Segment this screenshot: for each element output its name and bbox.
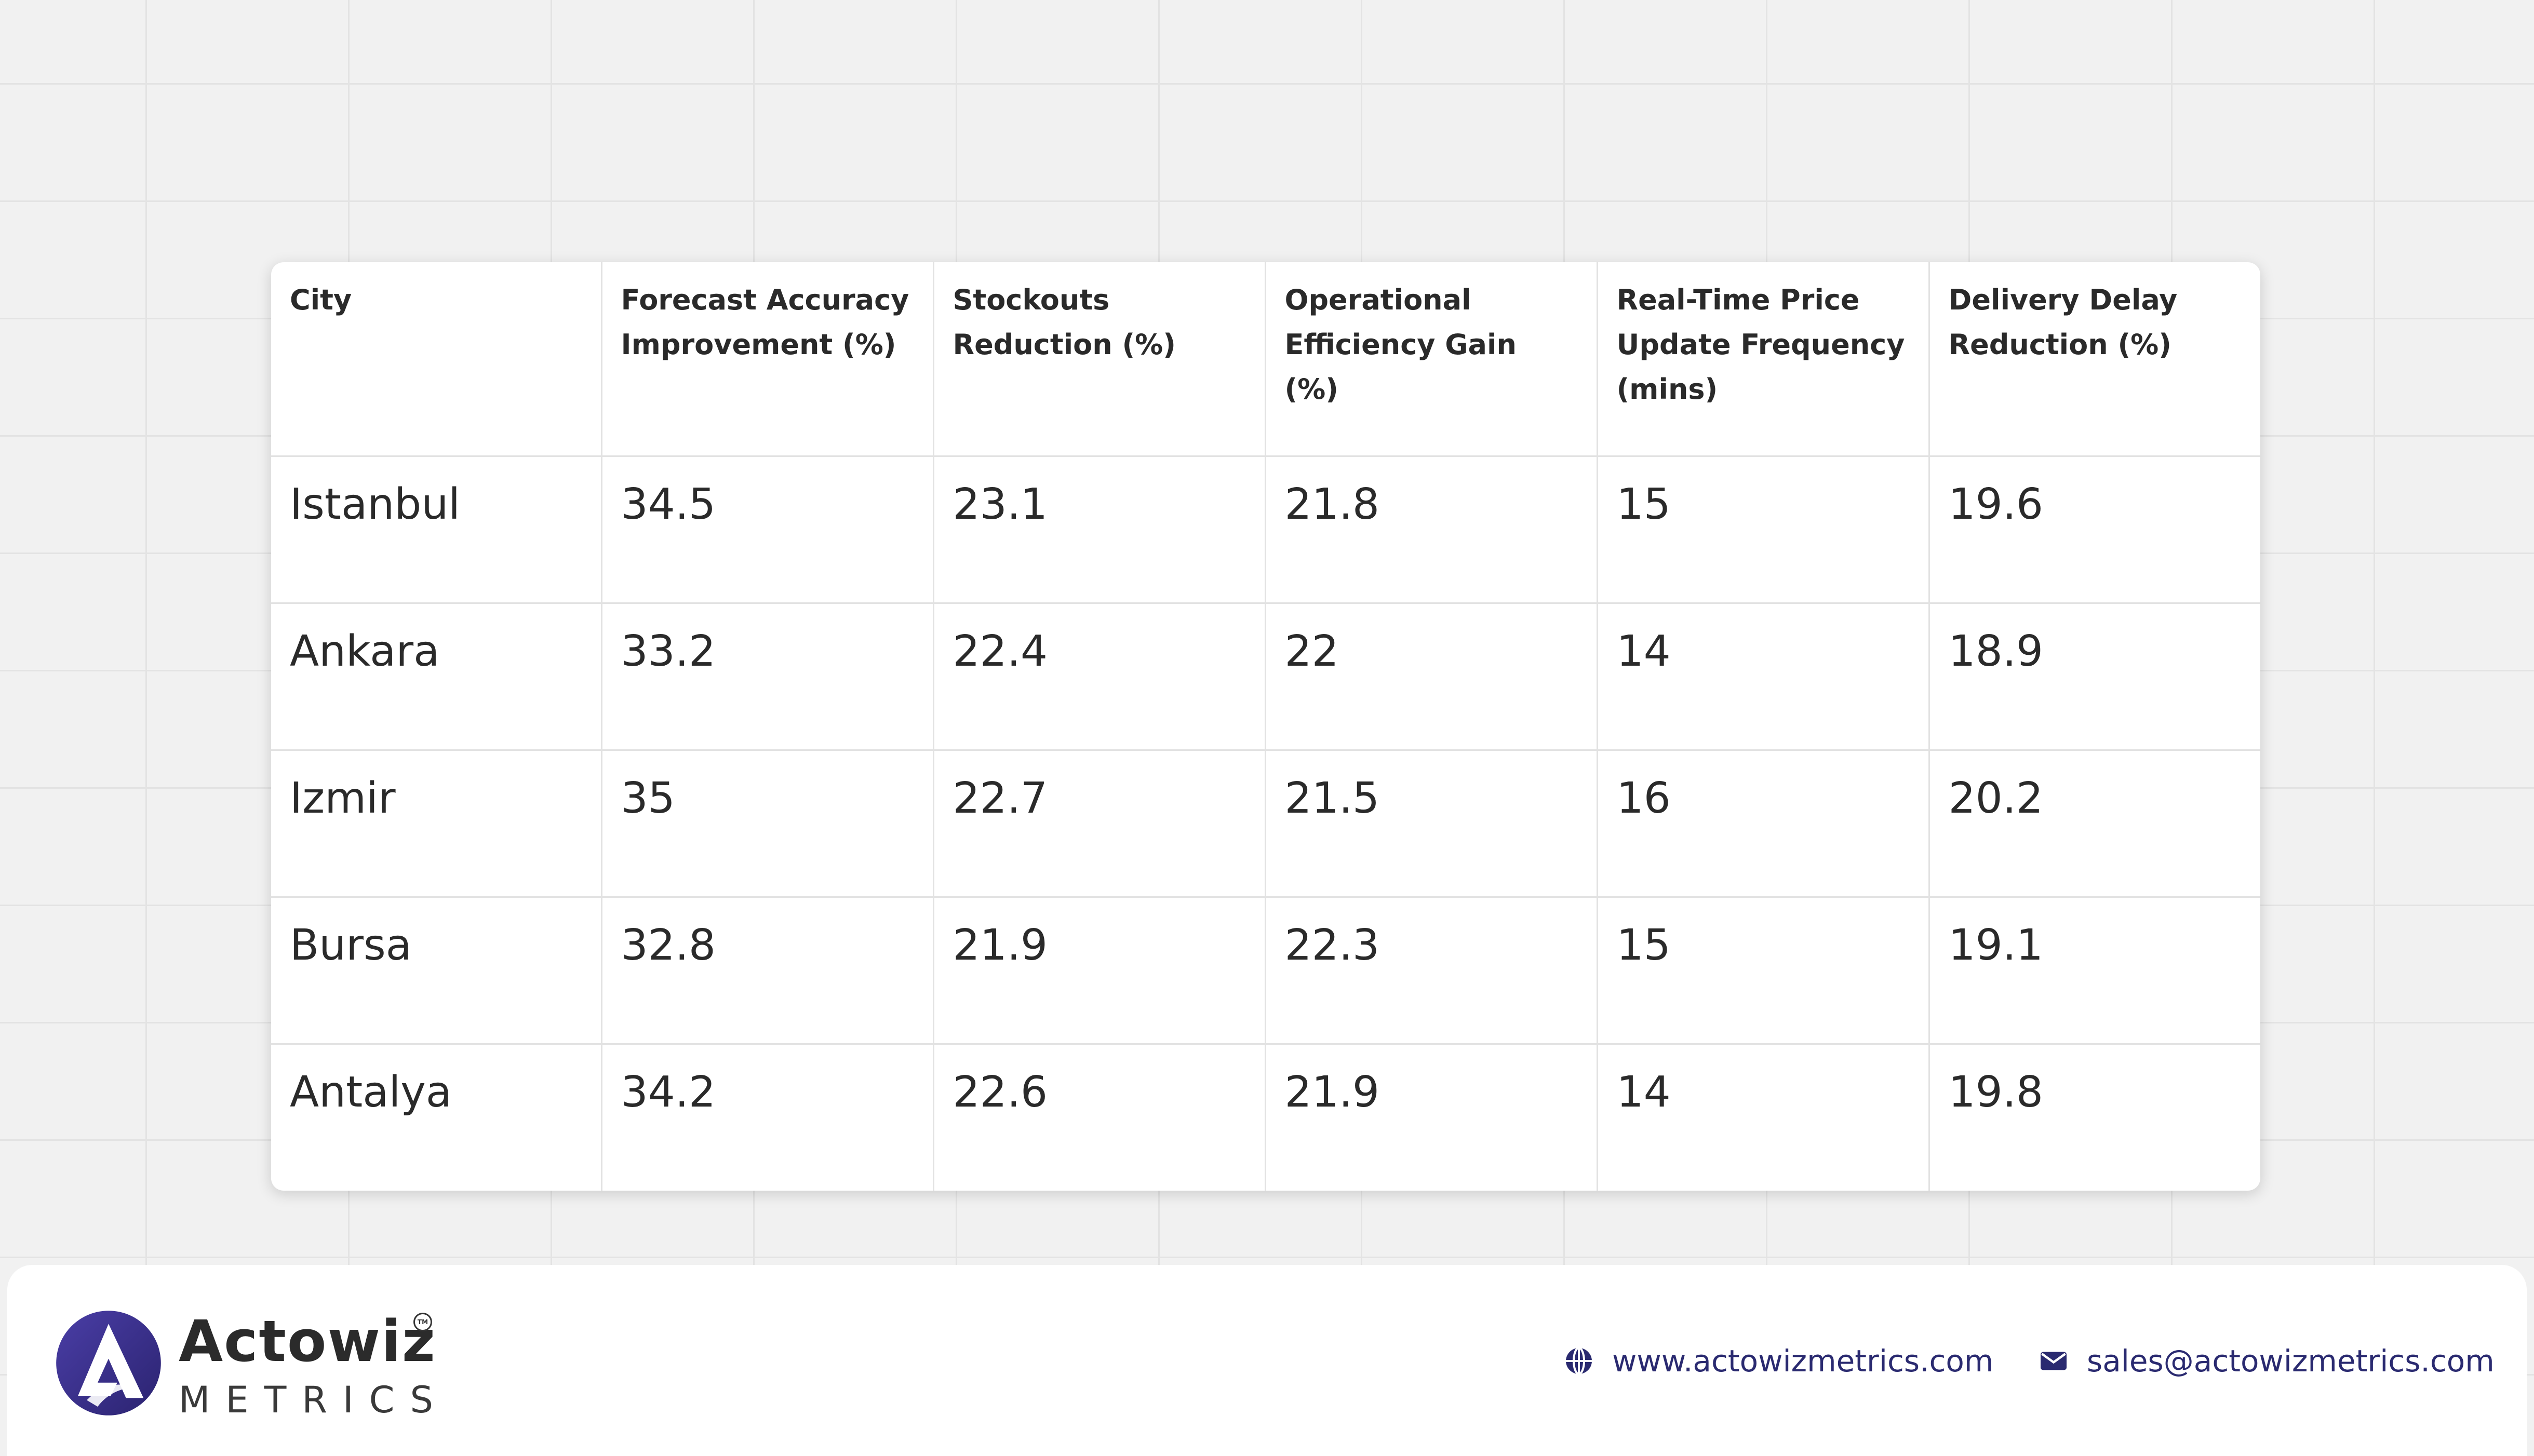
logo-name: Actowiz <box>179 1308 436 1374</box>
cell-operational-efficiency: 21.9 <box>1265 1044 1598 1191</box>
header-price-update-frequency: Real-Time Price Update Frequency (mins) <box>1597 262 1930 457</box>
cell-stockouts-reduction: 22.7 <box>933 750 1266 898</box>
email-link[interactable]: sales@actowizmetrics.com <box>2087 1343 2495 1379</box>
cell-price-update-frequency: 15 <box>1597 897 1930 1045</box>
cell-price-update-frequency: 16 <box>1597 750 1930 898</box>
data-table-card: City Forecast Accuracy Improvement (%) S… <box>271 262 2260 1191</box>
cell-delivery-delay-reduction: 19.1 <box>1929 897 2260 1045</box>
cell-operational-efficiency: 21.5 <box>1265 750 1598 898</box>
header-operational-efficiency: Operational Efficiency Gain (%) <box>1265 262 1598 457</box>
cell-city: Ankara <box>271 603 602 751</box>
cell-forecast-accuracy: 32.8 <box>601 897 934 1045</box>
cell-forecast-accuracy: 34.5 <box>601 456 934 604</box>
email-contact[interactable]: sales@actowizmetrics.com <box>2038 1338 2495 1384</box>
table-header-row: City Forecast Accuracy Improvement (%) S… <box>271 262 2260 457</box>
trademark-badge: TM <box>413 1313 432 1331</box>
cell-price-update-frequency: 14 <box>1597 1044 1930 1191</box>
cell-city: Antalya <box>271 1044 602 1191</box>
cell-price-update-frequency: 15 <box>1597 456 1930 604</box>
table-row: Istanbul 34.5 23.1 21.8 15 19.6 <box>271 456 2260 604</box>
footer: Actowiz TM METRICS www.actowizmetrics.co… <box>7 1265 2527 1456</box>
table-row: Antalya 34.2 22.6 21.9 14 19.8 <box>271 1044 2260 1191</box>
cell-operational-efficiency: 22.3 <box>1265 897 1598 1045</box>
header-forecast-accuracy: Forecast Accuracy Improvement (%) <box>601 262 934 457</box>
cell-operational-efficiency: 22 <box>1265 603 1598 751</box>
mail-icon <box>2041 1352 2067 1370</box>
cell-city: Bursa <box>271 897 602 1045</box>
cell-operational-efficiency: 21.8 <box>1265 456 1598 604</box>
logo-subtitle: METRICS <box>179 1379 449 1421</box>
cell-city: Istanbul <box>271 456 602 604</box>
cell-delivery-delay-reduction: 18.9 <box>1929 603 2260 751</box>
data-table: City Forecast Accuracy Improvement (%) S… <box>271 262 2260 1191</box>
cell-price-update-frequency: 14 <box>1597 603 1930 751</box>
cell-delivery-delay-reduction: 19.6 <box>1929 456 2260 604</box>
table-row: Ankara 33.2 22.4 22 14 18.9 <box>271 603 2260 751</box>
actowiz-logo-mark-icon <box>56 1311 161 1415</box>
cell-stockouts-reduction: 22.6 <box>933 1044 1266 1191</box>
header-delivery-delay-reduction: Delivery Delay Reduction (%) <box>1929 262 2260 457</box>
cell-forecast-accuracy: 33.2 <box>601 603 934 751</box>
header-stockouts-reduction: Stockouts Reduction (%) <box>933 262 1266 457</box>
globe-icon <box>1566 1347 1592 1375</box>
cell-stockouts-reduction: 23.1 <box>933 456 1266 604</box>
cell-stockouts-reduction: 21.9 <box>933 897 1266 1045</box>
website-contact[interactable]: www.actowizmetrics.com <box>1563 1338 1993 1384</box>
table-row: Izmir 35 22.7 21.5 16 20.2 <box>271 750 2260 898</box>
actowiz-logo: Actowiz TM METRICS <box>54 1302 449 1427</box>
cell-delivery-delay-reduction: 20.2 <box>1929 750 2260 898</box>
table-row: Bursa 32.8 21.9 22.3 15 19.1 <box>271 897 2260 1045</box>
website-link[interactable]: www.actowizmetrics.com <box>1612 1343 1994 1379</box>
cell-forecast-accuracy: 35 <box>601 750 934 898</box>
cell-stockouts-reduction: 22.4 <box>933 603 1266 751</box>
cell-delivery-delay-reduction: 19.8 <box>1948 1067 2044 1117</box>
cell-forecast-accuracy: 34.2 <box>601 1044 934 1191</box>
cell-city: Izmir <box>271 750 602 898</box>
header-city: City <box>271 262 602 457</box>
